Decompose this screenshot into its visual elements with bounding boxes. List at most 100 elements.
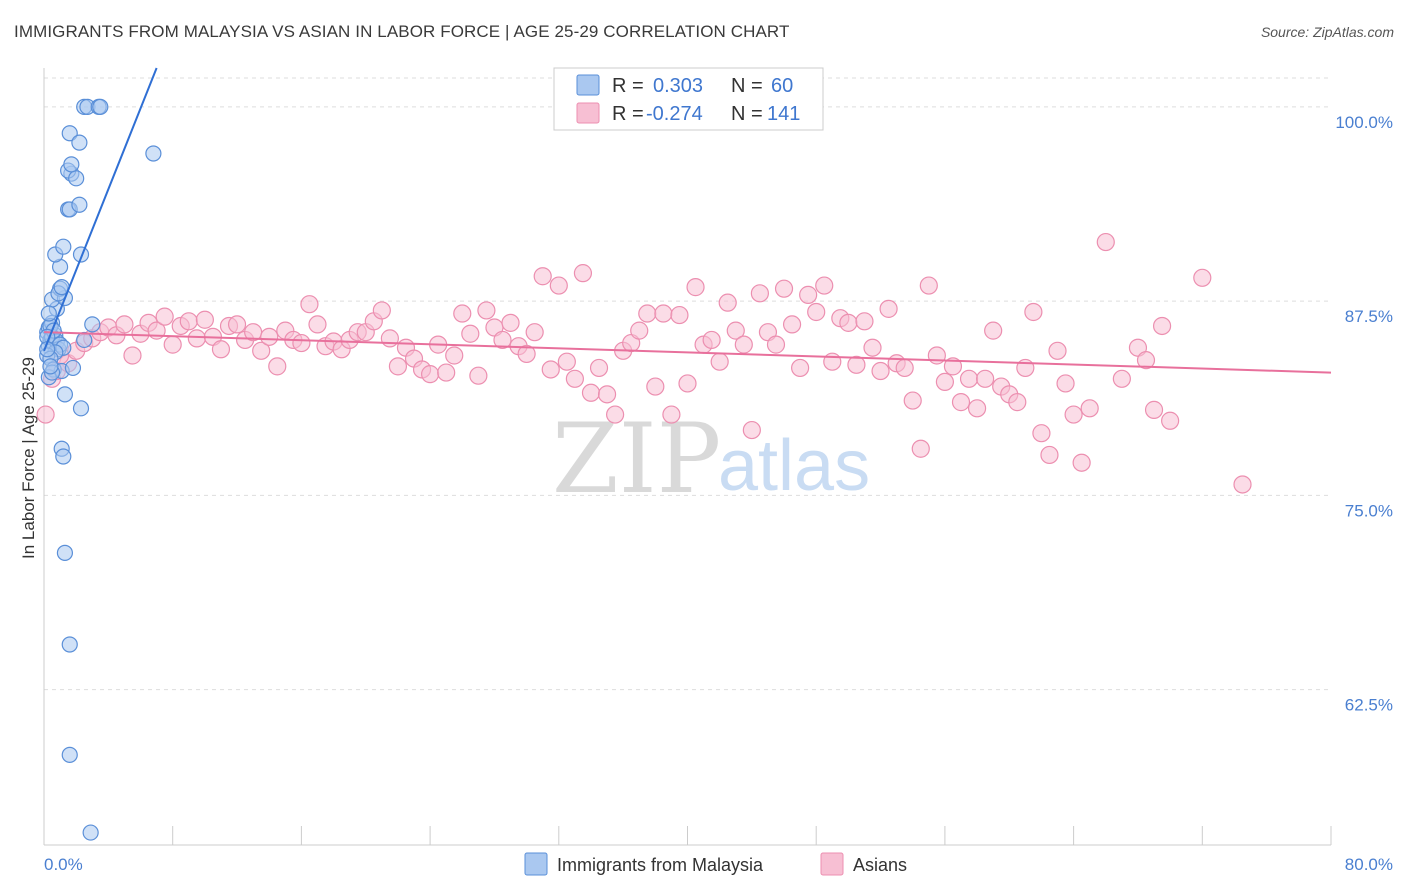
- asians-point: [638, 304, 657, 323]
- asians-point: [36, 405, 55, 424]
- watermark: ZIP atlas: [552, 403, 870, 515]
- legend-swatch-asians: [820, 852, 844, 876]
- malaysia-point: [68, 170, 85, 187]
- asians-point: [421, 365, 440, 384]
- asians-point: [477, 301, 496, 320]
- stats-n-label-1: N =: [731, 75, 763, 97]
- malaysia-point: [76, 331, 93, 349]
- asians-point: [807, 302, 826, 322]
- asians-point: [1072, 453, 1091, 472]
- y-axis-tick-labels: 100.0% 87.5% 75.0% 62.5%: [1335, 113, 1393, 715]
- asians-point: [879, 299, 898, 318]
- malaysia-point: [61, 125, 78, 142]
- asians-point: [1112, 369, 1131, 388]
- source-label: Source: ZipAtlas.com: [1260, 24, 1394, 40]
- asians-point: [750, 284, 769, 303]
- asians-point: [734, 335, 753, 354]
- asians-point: [799, 285, 818, 304]
- asians-point: [1040, 445, 1059, 465]
- asians-point: [211, 340, 231, 359]
- asians-point: [1064, 405, 1083, 424]
- asians-point: [1136, 351, 1156, 370]
- asians-point: [581, 383, 601, 402]
- asians-point: [1152, 316, 1172, 336]
- x-tick-label-left: 0.0%: [44, 855, 83, 874]
- asians-point: [268, 357, 287, 376]
- asians-point: [517, 344, 536, 364]
- asians-point: [606, 405, 625, 424]
- asians-point: [453, 304, 472, 323]
- stats-legend: R = 0.303 N = 60 R = -0.274 N = 141: [553, 67, 824, 131]
- malaysia-point: [55, 238, 72, 255]
- stats-n-label-2: N =: [731, 103, 763, 125]
- legend-label-malaysia: Immigrants from Malaysia: [557, 855, 764, 875]
- asians-point: [501, 313, 520, 332]
- asians-point: [984, 321, 1003, 340]
- malaysia-point: [61, 746, 78, 763]
- asians-point: [589, 358, 609, 378]
- asians-point: [469, 366, 488, 385]
- asians-point: [300, 295, 319, 314]
- watermark-atlas: atlas: [718, 426, 870, 506]
- asians-point: [1024, 302, 1043, 322]
- malaysia-points: [39, 98, 162, 841]
- legend-label-asians: Asians: [853, 855, 907, 875]
- stats-r-value-1: 0.303: [653, 75, 703, 97]
- asians-point: [445, 346, 464, 365]
- asians-point: [597, 385, 617, 404]
- malaysia-point: [92, 98, 109, 115]
- asians-point: [541, 360, 560, 379]
- asians-point: [839, 313, 858, 332]
- x-axis-ticks: [172, 826, 1332, 845]
- malaysia-point: [72, 400, 90, 417]
- asians-point: [372, 301, 391, 320]
- asians-point: [227, 315, 247, 334]
- y-axis-title: In Labor Force | Age 25-29: [19, 357, 38, 559]
- stats-n-value-2: 141: [767, 103, 800, 125]
- asians-point: [1032, 424, 1051, 443]
- malaysia-point: [40, 305, 57, 322]
- asians-point: [927, 346, 946, 365]
- asians-point: [573, 264, 593, 283]
- asians-point: [252, 341, 271, 360]
- y-tick-label: 75.0%: [1345, 501, 1393, 520]
- asians-point: [179, 312, 198, 331]
- asians-point: [525, 323, 544, 342]
- asians-point: [388, 357, 408, 376]
- asians-point: [646, 377, 665, 396]
- stats-r-label-2: R =: [612, 103, 644, 125]
- asians-point: [1161, 411, 1180, 430]
- asians-point: [959, 369, 979, 388]
- asians-point: [718, 293, 737, 312]
- malaysia-point: [55, 448, 72, 465]
- malaysia-point: [61, 636, 78, 653]
- y-tick-label: 62.5%: [1345, 696, 1393, 715]
- malaysia-point: [56, 544, 74, 561]
- malaysia-point: [84, 316, 101, 333]
- bottom-legend: Immigrants from Malaysia Asians: [524, 852, 907, 876]
- asians-point: [863, 338, 882, 357]
- asians-point: [662, 405, 681, 424]
- malaysia-point: [64, 359, 82, 377]
- asians-point: [260, 327, 279, 346]
- malaysia-point: [71, 196, 88, 213]
- asians-point: [951, 393, 971, 412]
- asians-point: [654, 304, 673, 323]
- y-tick-label: 100.0%: [1335, 113, 1393, 132]
- stats-n-value-1: 60: [771, 75, 793, 97]
- y-tick-label: 87.5%: [1345, 307, 1393, 326]
- malaysia-trend-line: [43, 67, 158, 352]
- asians-point: [742, 420, 761, 440]
- asians-point: [774, 279, 794, 298]
- x-tick-label-right: 80.0%: [1345, 855, 1393, 874]
- asians-point: [565, 369, 584, 388]
- asians-point: [903, 391, 922, 410]
- malaysia-point: [145, 145, 162, 162]
- asians-point: [710, 352, 729, 371]
- asians-point: [911, 439, 930, 458]
- asians-point: [935, 372, 955, 392]
- asians-point: [1144, 400, 1164, 419]
- asians-point: [895, 358, 914, 378]
- legend-swatch-malaysia: [524, 852, 548, 876]
